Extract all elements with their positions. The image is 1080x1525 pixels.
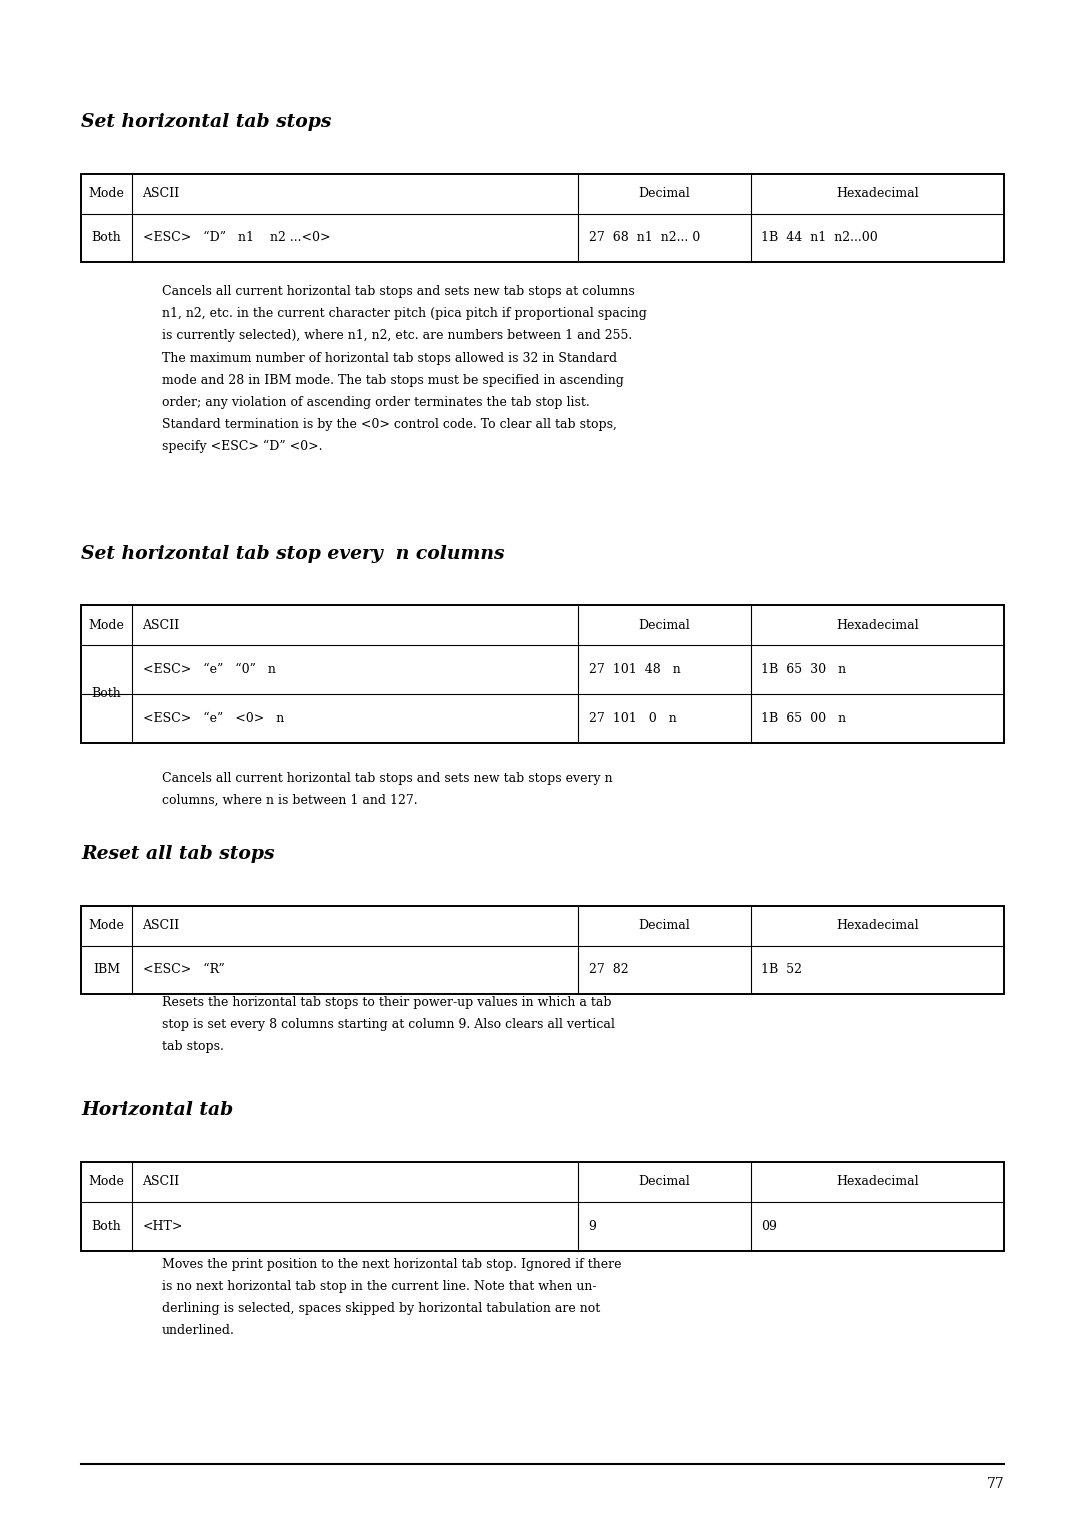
Bar [81, 605, 1004, 743]
Text: ASCII: ASCII [143, 619, 179, 631]
Text: 1B  65  00   n: 1B 65 00 n [761, 712, 847, 724]
Text: columns, where n is between 1 and 127.: columns, where n is between 1 and 127. [162, 793, 418, 807]
Text: Standard termination is by the <0> control code. To clear all tab stops,: Standard termination is by the <0> contr… [162, 418, 617, 432]
Text: 27  101  48   n: 27 101 48 n [589, 663, 680, 676]
Text: Cancels all current horizontal tab stops and sets new tab stops at columns: Cancels all current horizontal tab stops… [162, 285, 635, 299]
Text: ASCII: ASCII [143, 920, 179, 932]
Bar [81, 1162, 1004, 1250]
Text: Mode: Mode [89, 188, 124, 200]
Text: Hexadecimal: Hexadecimal [836, 1176, 919, 1188]
Bar [81, 174, 1004, 262]
Text: tab stops.: tab stops. [162, 1040, 224, 1054]
Text: is currently selected), where n1, n2, etc. are numbers between 1 and 255.: is currently selected), where n1, n2, et… [162, 329, 632, 343]
Text: Decimal: Decimal [638, 920, 690, 932]
Text: is no next horizontal tab stop in the current line. Note that when un-: is no next horizontal tab stop in the cu… [162, 1281, 596, 1293]
Text: 09: 09 [761, 1220, 778, 1232]
Text: Decimal: Decimal [638, 619, 690, 631]
Text: mode and 28 in IBM mode. The tab stops must be specified in ascending: mode and 28 in IBM mode. The tab stops m… [162, 374, 624, 387]
Text: Horizontal tab: Horizontal tab [81, 1101, 233, 1119]
Text: 9: 9 [589, 1220, 596, 1232]
Text: ASCII: ASCII [143, 1176, 179, 1188]
Text: IBM: IBM [93, 964, 120, 976]
Text: 1B  44  n1  n2...00: 1B 44 n1 n2...00 [761, 232, 878, 244]
Text: <HT>: <HT> [143, 1220, 183, 1232]
Text: underlined.: underlined. [162, 1324, 234, 1337]
Text: Mode: Mode [89, 619, 124, 631]
Text: 27  68  n1  n2... 0: 27 68 n1 n2... 0 [589, 232, 700, 244]
Text: derlining is selected, spaces skipped by horizontal tabulation are not: derlining is selected, spaces skipped by… [162, 1302, 600, 1316]
Text: <ESC>   “e”   “0”   n: <ESC> “e” “0” n [143, 663, 275, 676]
Text: Hexadecimal: Hexadecimal [836, 619, 919, 631]
Text: Set horizontal tab stops: Set horizontal tab stops [81, 113, 332, 131]
Text: Cancels all current horizontal tab stops and sets new tab stops every n: Cancels all current horizontal tab stops… [162, 772, 612, 785]
Text: Set horizontal tab stop every  n columns: Set horizontal tab stop every n columns [81, 544, 504, 563]
Text: Resets the horizontal tab stops to their power-up values in which a tab: Resets the horizontal tab stops to their… [162, 996, 611, 1010]
Text: Decimal: Decimal [638, 188, 690, 200]
Text: Hexadecimal: Hexadecimal [836, 188, 919, 200]
Text: specify <ESC> “D” <0>.: specify <ESC> “D” <0>. [162, 441, 323, 453]
Text: <ESC>   “R”: <ESC> “R” [143, 964, 225, 976]
Text: Mode: Mode [89, 920, 124, 932]
Text: 1B  65  30   n: 1B 65 30 n [761, 663, 847, 676]
Text: Reset all tab stops: Reset all tab stops [81, 845, 274, 863]
Text: Mode: Mode [89, 1176, 124, 1188]
Bar [81, 906, 1004, 994]
Text: n1, n2, etc. in the current character pitch (pica pitch if proportional spacing: n1, n2, etc. in the current character pi… [162, 307, 647, 320]
Text: The maximum number of horizontal tab stops allowed is 32 in Standard: The maximum number of horizontal tab sto… [162, 352, 617, 364]
Text: 77: 77 [987, 1476, 1004, 1491]
Text: Hexadecimal: Hexadecimal [836, 920, 919, 932]
Text: Decimal: Decimal [638, 1176, 690, 1188]
Text: 27  82: 27 82 [589, 964, 629, 976]
Text: <ESC>   “D”   n1    n2 ...<0>: <ESC> “D” n1 n2 ...<0> [143, 232, 330, 244]
Text: ASCII: ASCII [143, 188, 179, 200]
Text: Both: Both [92, 688, 121, 700]
Text: stop is set every 8 columns starting at column 9. Also clears all vertical: stop is set every 8 columns starting at … [162, 1019, 615, 1031]
Text: Moves the print position to the next horizontal tab stop. Ignored if there: Moves the print position to the next hor… [162, 1258, 621, 1272]
Text: order; any violation of ascending order terminates the tab stop list.: order; any violation of ascending order … [162, 396, 590, 409]
Text: Both: Both [92, 232, 121, 244]
Text: 27  101   0   n: 27 101 0 n [589, 712, 676, 724]
Text: 1B  52: 1B 52 [761, 964, 802, 976]
Text: <ESC>   “e”   <0>   n: <ESC> “e” <0> n [143, 712, 284, 724]
Text: Both: Both [92, 1220, 121, 1232]
